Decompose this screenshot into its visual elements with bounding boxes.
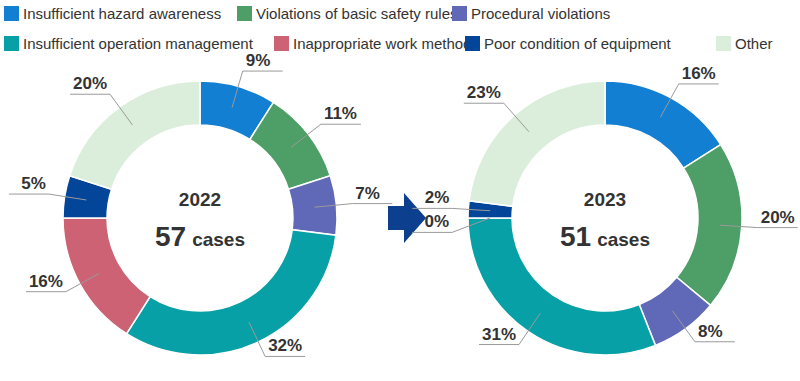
leader-line <box>673 311 735 342</box>
data-label: 11% <box>324 104 357 123</box>
leader-line <box>70 94 132 125</box>
legend-label: Poor condition of equipment <box>484 35 672 52</box>
legend-swatch <box>716 36 731 51</box>
total-unit: cases <box>192 229 245 250</box>
legend-label: Insufficient hazard awareness <box>23 5 221 22</box>
data-label: 31% <box>482 325 516 344</box>
leader-line <box>232 71 283 107</box>
legend-swatch <box>452 6 467 21</box>
data-label: 0% <box>424 212 449 231</box>
data-label: 20% <box>73 74 107 93</box>
legend-swatch <box>237 6 252 21</box>
legend-label: Inappropriate work methods <box>293 35 479 52</box>
legend-label: Insufficient operation management <box>23 35 254 52</box>
leader-line <box>660 84 718 117</box>
chart: Insufficient hazard awareness Violations … <box>0 0 800 381</box>
total-number: 51 <box>560 221 591 252</box>
legend-label: Violations of basic safety rules <box>256 5 458 22</box>
legend-swatch <box>4 36 19 51</box>
data-label: 16% <box>682 64 716 83</box>
total-unit: cases <box>597 229 650 250</box>
legend-label: Other <box>735 35 773 52</box>
data-label: 5% <box>21 174 46 193</box>
data-label: 8% <box>698 322 723 341</box>
legend-label: Procedural violations <box>471 5 610 22</box>
data-labels: 9% 11% 7% 32% 16% 5% 20% <box>9 51 392 356</box>
arrow <box>388 193 426 243</box>
data-label: 20% <box>761 208 795 227</box>
chart-total: 57 cases <box>155 221 245 252</box>
legend-swatch <box>465 36 480 51</box>
leader-line <box>291 124 361 147</box>
leader-line <box>479 313 540 344</box>
data-label: 2% <box>425 188 450 207</box>
legend: Insufficient hazard awareness Violations … <box>4 5 773 52</box>
leader-line <box>9 194 87 200</box>
donut <box>468 81 742 355</box>
slice <box>250 102 330 189</box>
leader-line <box>314 204 392 208</box>
data-label: 16% <box>29 272 63 291</box>
leader-line <box>464 103 529 132</box>
data-label: 9% <box>246 51 271 70</box>
data-label: 32% <box>268 336 302 355</box>
legend-swatch <box>4 6 19 21</box>
data-label: 7% <box>355 184 380 203</box>
data-label: 23% <box>467 83 501 102</box>
chart-year: 2023 <box>584 189 626 210</box>
leader-line <box>249 322 305 356</box>
donut <box>63 81 337 355</box>
slice <box>677 145 742 306</box>
total-number: 57 <box>155 221 186 252</box>
leader-line <box>412 208 490 210</box>
data-labels: 16% 20% 8% 31% 0% 2% 23% <box>412 64 798 345</box>
legend-swatch <box>274 36 289 51</box>
slice <box>468 218 655 355</box>
slice <box>70 81 200 189</box>
chart-total: 51 cases <box>560 221 650 252</box>
chart-year: 2022 <box>179 189 221 210</box>
slice <box>63 218 150 334</box>
